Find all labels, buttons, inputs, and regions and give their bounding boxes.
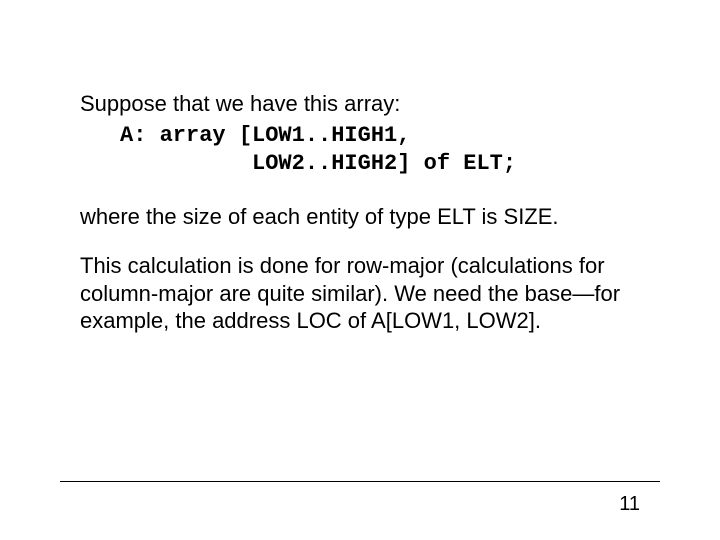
code-block: A: array [LOW1..HIGH1, LOW2..HIGH2] of E… [120,122,640,179]
slide: Suppose that we have this array: A: arra… [0,0,720,540]
footer-divider [60,481,660,482]
calc-paragraph: This calculation is done for row-major (… [80,252,640,335]
code-line-2: LOW2..HIGH2] of ELT; [120,151,516,176]
code-line-1: A: array [LOW1..HIGH1, [120,123,410,148]
where-paragraph: where the size of each entity of type EL… [80,203,640,231]
page-number: 11 [619,493,640,516]
intro-text: Suppose that we have this array: [80,90,640,118]
